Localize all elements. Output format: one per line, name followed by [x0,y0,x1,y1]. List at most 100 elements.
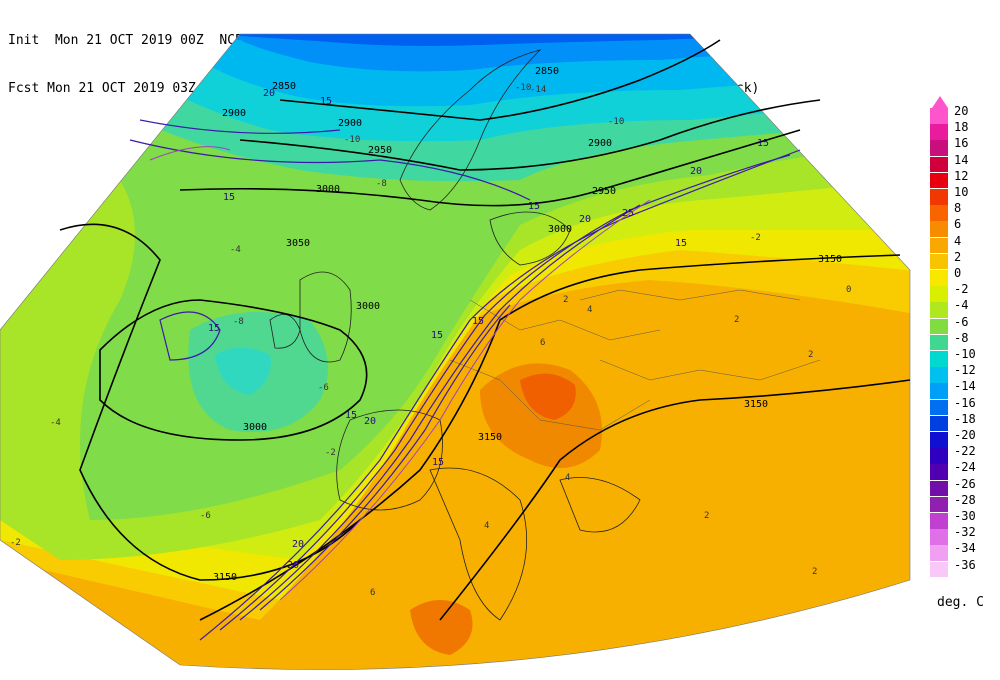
legend-swatch [930,432,948,449]
baltic-coast [489,211,571,266]
wind-contour-30 [279,199,651,601]
legend-label: -8 [954,330,969,345]
height-label: 3000 [356,301,380,312]
geopotential-contours [59,39,911,621]
wind-contour-15-north [129,139,531,201]
border-line [449,359,651,431]
legend-label: 10 [954,185,969,199]
legend-label: -34 [954,541,976,556]
wind-contour-15 [199,149,801,641]
legend-label: -10 [954,347,976,361]
legend-swatch [930,415,948,433]
legend-swatch [930,318,948,336]
height-label: 2950 [368,145,392,156]
ireland-coast [269,313,301,349]
border-line [579,289,801,301]
legend-label: -4 [954,298,969,313]
temp-label: -6 [200,511,211,521]
legend-swatch [930,108,948,125]
legend-swatch [930,253,948,271]
height-label: 2850 [535,66,559,77]
temp-label: 2 [808,350,813,360]
wind-contour-20b [259,304,511,611]
temp-label: -14 [530,85,546,95]
temp-label: 0 [846,285,851,295]
height-contour-3000-low [99,299,368,441]
height-label: 3000 [243,422,267,433]
iberia-coast [336,409,443,511]
legend-swatch [930,513,948,530]
legend-label: -22 [954,444,976,459]
legend-swatch [930,221,948,238]
wind-label: 15 [208,323,220,334]
temp-band-minus10-pocket [215,347,271,395]
legend-swatch [930,496,948,514]
temp-label: 6 [370,588,375,598]
wind-speed-contours-high [149,146,651,601]
legend-label: -20 [954,428,976,442]
legend-label: -12 [954,363,976,378]
wind-label: 25 [622,208,634,219]
height-contour-3150 [439,379,911,621]
legend-swatch [930,189,948,206]
temp-label: 2 [704,511,709,521]
legend-swatch [930,464,948,481]
wind-label: 20 [690,166,702,177]
wind-contour-25 [239,204,641,621]
scandinavia-coast [399,49,542,211]
legend-label: -14 [954,379,976,394]
wind-label: 15 [675,238,687,249]
temperature-legend: 20 18 16 14 12 10 8 6 4 2 0 -2 -4 -6 -8 -10 -12 -14 -16 -18… [930,96,1000,579]
temp-label: -2 [10,538,21,548]
wind-speed-contours [129,119,801,641]
legend-label: -30 [954,509,976,523]
legend-label: 14 [954,152,969,167]
temp-label: -4 [50,418,61,428]
temp-label: 4 [587,305,592,315]
legend-swatch [930,561,948,579]
legend-label: 20 [954,104,969,118]
height-label: 3000 [316,184,340,195]
wind-label: 20 [263,88,275,99]
legend-swatch [930,351,948,368]
wind-label: 20 [579,214,591,225]
legend-swatch [930,399,948,417]
legend-swatch [930,140,948,157]
height-label: 2900 [588,138,612,149]
legend-swatch [930,367,948,384]
height-contour-3000-north [179,129,801,207]
temp-band-6-south [410,600,473,655]
temp-label: 2 [734,315,739,325]
legend-label: 4 [954,233,962,248]
temp-label: 4 [484,521,489,531]
height-label: 2850 [272,81,296,92]
map-domain-border [0,33,911,670]
legend-label: 8 [954,201,962,216]
temperature-labels: -14 -10 -10 -10 -8 -8 -6 -6 -4 -4 -2 -2 … [10,83,851,598]
temp-label: -8 [233,317,244,327]
legend-label: -16 [954,395,976,410]
wind-contour-15-atlantic [159,311,221,361]
legend-label: 6 [954,217,962,232]
temp-label: 2 [563,295,568,305]
temp-label: -10 [515,83,531,93]
country-borders [449,289,821,431]
italy-coast [429,467,528,621]
temp-band-minus16 [0,34,910,46]
legend-swatch [930,334,948,352]
legend-swatch [930,270,948,287]
legend-swatch [930,383,948,400]
temp-label: 6 [540,338,545,348]
legend-units: deg. C [937,595,984,610]
height-contour-2950 [239,99,821,171]
wind-label: 20 [364,416,376,427]
wind-label: 15 [528,201,540,212]
height-label: 3000 [548,224,572,235]
temp-label: 2 [812,567,817,577]
wind-label: 20 [287,560,299,571]
legend-swatch [930,205,948,222]
legend-label: -18 [954,411,976,426]
legend-label: 2 [954,249,962,264]
legend-swatch [930,172,948,190]
